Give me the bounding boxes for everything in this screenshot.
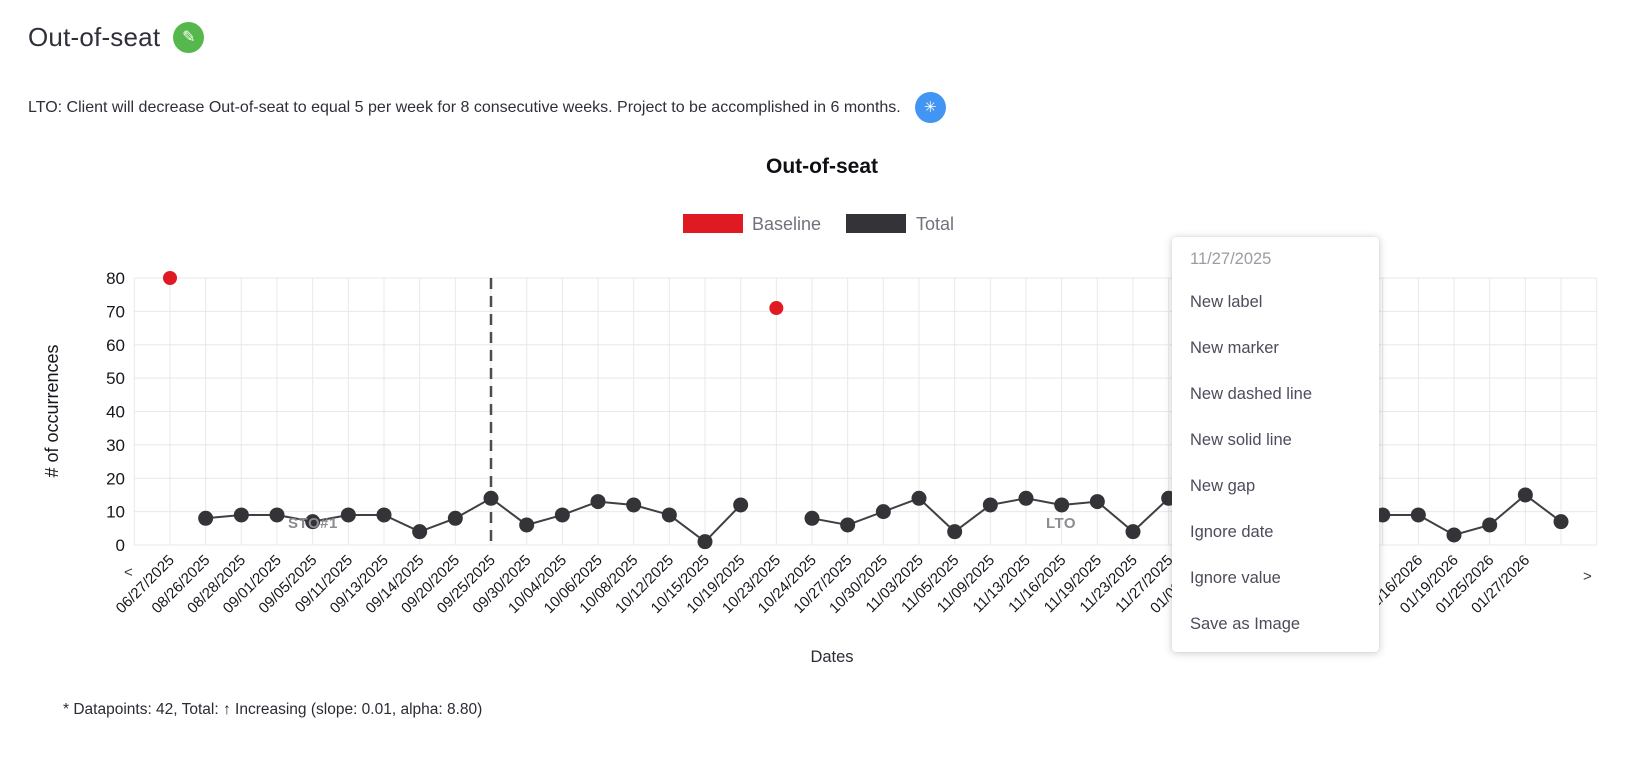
total-data-point[interactable] — [340, 507, 356, 523]
magic-button[interactable]: ✳ — [914, 92, 946, 123]
menu-item-ignore-value[interactable]: Ignore value — [1190, 568, 1281, 587]
menu-item-new-marker[interactable]: New marker — [1190, 338, 1279, 357]
goal-statement-row: LTO: Client will decrease Out-of-seat to… — [28, 92, 946, 123]
y-tick-label: 60 — [106, 336, 125, 355]
y-tick-label: 80 — [106, 269, 125, 288]
menu-item-new-solid-line[interactable]: New solid line — [1190, 430, 1292, 449]
total-data-point[interactable] — [198, 510, 214, 526]
annotation-sto1[interactable]: STO#1 — [288, 515, 338, 532]
y-tick-label: 50 — [106, 369, 125, 388]
total-data-point[interactable] — [554, 507, 570, 523]
pencil-icon: ✎ — [182, 28, 196, 46]
sparkle-icon: ✳ — [923, 98, 937, 116]
baseline-data-point[interactable] — [769, 301, 784, 316]
legend-label-total[interactable]: Total — [916, 214, 954, 234]
total-data-point[interactable] — [1054, 497, 1070, 513]
y-tick-label: 70 — [106, 302, 125, 321]
y-tick-label: 0 — [116, 536, 125, 555]
annotation-lto[interactable]: LTO — [1046, 515, 1076, 532]
total-data-point[interactable] — [661, 507, 677, 523]
y-tick-label: 20 — [106, 469, 125, 488]
total-data-point[interactable] — [626, 497, 642, 513]
total-data-point[interactable] — [875, 504, 891, 520]
total-data-point[interactable] — [1553, 514, 1569, 530]
menu-item-new-gap[interactable]: New gap — [1190, 476, 1256, 495]
scroll-left-arrow[interactable]: < — [124, 564, 133, 581]
total-data-point[interactable] — [233, 507, 249, 523]
total-data-point[interactable] — [947, 524, 963, 540]
total-data-point[interactable] — [840, 517, 856, 533]
y-tick-label: 40 — [106, 403, 125, 422]
total-data-point[interactable] — [519, 517, 535, 533]
y-tick-label: 10 — [106, 503, 125, 522]
total-data-point[interactable] — [483, 490, 499, 506]
total-data-point[interactable] — [447, 510, 463, 526]
total-data-point[interactable] — [1018, 490, 1034, 506]
menu-item-save-as-image[interactable]: Save as Image — [1190, 614, 1301, 633]
chart-legend: Baseline Total — [683, 214, 954, 234]
total-data-point[interactable] — [697, 534, 713, 550]
menu-item-new-dashed-line[interactable]: New dashed line — [1190, 384, 1312, 403]
total-data-point[interactable] — [376, 507, 392, 523]
page-header: Out-of-seat ✎ — [28, 22, 205, 53]
legend-swatch-total[interactable] — [846, 214, 906, 233]
total-data-point[interactable] — [1446, 527, 1462, 543]
total-data-point[interactable] — [412, 524, 428, 540]
page-title: Out-of-seat — [28, 22, 161, 52]
total-data-point[interactable] — [982, 497, 998, 513]
x-axis-title: Dates — [810, 648, 853, 666]
total-series-line — [205, 497, 742, 543]
legend-label-baseline[interactable]: Baseline — [752, 214, 821, 234]
total-data-point[interactable] — [1482, 517, 1498, 533]
baseline-data-point[interactable] — [163, 271, 177, 285]
legend-swatch-baseline[interactable] — [683, 214, 743, 233]
menu-item-new-label[interactable]: New label — [1190, 292, 1263, 311]
total-data-point[interactable] — [305, 514, 321, 530]
total-data-point[interactable] — [1517, 487, 1533, 503]
menu-item-ignore-date[interactable]: Ignore date — [1190, 522, 1274, 541]
chart-title: Out-of-seat — [766, 155, 878, 178]
total-data-point[interactable] — [269, 507, 285, 523]
lto-goal-text: LTO: Client will decrease Out-of-seat to… — [28, 98, 901, 116]
total-data-point[interactable] — [1089, 494, 1105, 510]
total-data-point[interactable] — [590, 494, 606, 510]
y-tick-label: 30 — [106, 436, 125, 455]
edit-title-button[interactable]: ✎ — [173, 22, 205, 53]
y-axis-title: # of occurrences — [42, 344, 62, 477]
context-menu-date-label: 11/27/2025 — [1190, 249, 1272, 268]
total-data-point[interactable] — [1125, 524, 1141, 540]
chart-context-menu: 11/27/2025 New label New marker New dash… — [1172, 237, 1379, 652]
total-data-point[interactable] — [804, 510, 820, 526]
total-data-point[interactable] — [911, 490, 927, 506]
total-data-point[interactable] — [1410, 507, 1426, 523]
total-data-point[interactable] — [733, 497, 749, 513]
scroll-right-arrow[interactable]: > — [1583, 568, 1592, 585]
total-series-line — [1382, 493, 1562, 537]
chart-footnote: * Datapoints: 42, Total: ↑ Increasing (s… — [63, 701, 483, 718]
